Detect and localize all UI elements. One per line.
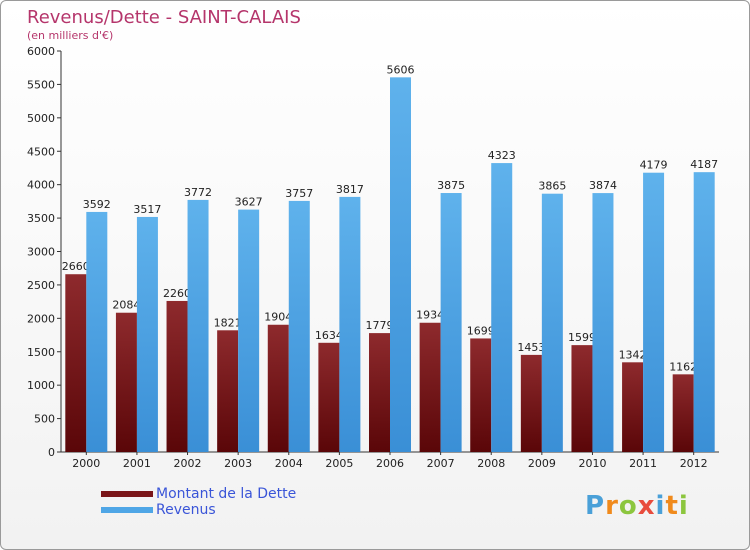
proxiti-logo: Proxiti xyxy=(585,491,689,521)
bar-debt xyxy=(571,345,593,452)
data-label-debt: 1342 xyxy=(619,348,647,361)
data-label-revenue: 3517 xyxy=(133,203,161,216)
logo-letter-3: x xyxy=(637,491,656,521)
bar-revenue xyxy=(693,172,715,453)
x-tick-label: 2007 xyxy=(427,457,455,470)
bar-revenue xyxy=(592,193,614,453)
data-label-debt: 1599 xyxy=(568,331,596,344)
y-tick-label: 1500 xyxy=(27,346,55,359)
bar-debt xyxy=(622,362,644,452)
bar-debt xyxy=(115,312,137,452)
data-label-revenue: 3874 xyxy=(589,179,617,192)
data-label-debt: 1162 xyxy=(669,360,697,373)
x-tick-label: 2006 xyxy=(376,457,404,470)
bar-debt xyxy=(672,374,694,452)
y-tick-label: 3500 xyxy=(27,212,55,225)
data-label-revenue: 5606 xyxy=(387,63,415,76)
bar-revenue xyxy=(187,199,209,452)
legend-label-debt: Montant de la Dette xyxy=(156,486,297,502)
logo-letter-6: i xyxy=(678,491,689,521)
y-tick-label: 4500 xyxy=(27,145,55,158)
y-tick-label: 5500 xyxy=(27,78,55,91)
bar-debt xyxy=(419,322,441,452)
logo-letter-1: r xyxy=(605,491,619,521)
logo-letter-0: P xyxy=(585,491,606,521)
x-tick-label: 2004 xyxy=(275,457,303,470)
data-label-debt: 2260 xyxy=(163,287,191,300)
logo-letter-4: i xyxy=(655,491,666,521)
data-label-debt: 1821 xyxy=(214,316,242,329)
x-tick-label: 2005 xyxy=(325,457,353,470)
data-label-revenue: 3817 xyxy=(336,183,364,196)
bar-revenue xyxy=(440,193,462,453)
bar-revenue xyxy=(238,209,260,452)
legend-swatch-debt xyxy=(101,491,153,497)
bar-revenue xyxy=(339,196,361,452)
bar-debt xyxy=(470,338,492,452)
data-label-debt: 1634 xyxy=(315,329,343,342)
bar-debt xyxy=(217,330,239,452)
x-tick-label: 2001 xyxy=(123,457,151,470)
bar-debt xyxy=(369,333,390,452)
bar-revenue xyxy=(86,211,108,452)
x-tick-label: 2010 xyxy=(578,457,606,470)
x-tick-label: 2002 xyxy=(174,457,202,470)
y-tick-label: 6000 xyxy=(27,45,55,58)
x-tick-label: 2008 xyxy=(477,457,505,470)
bar-revenue xyxy=(288,200,310,452)
y-tick-label: 0 xyxy=(48,446,55,459)
bar-debt xyxy=(166,300,188,452)
data-label-debt: 1904 xyxy=(264,311,292,324)
bar-revenue xyxy=(390,77,411,452)
bar-revenue xyxy=(643,172,665,453)
data-label-debt: 1779 xyxy=(366,319,394,332)
bar-revenue xyxy=(136,216,158,452)
data-label-revenue: 4187 xyxy=(690,158,718,171)
logo-letter-5: t xyxy=(665,491,679,521)
data-label-revenue: 3875 xyxy=(437,179,465,192)
chart-title: Revenus/Dette - SAINT-CALAIS xyxy=(27,7,301,28)
y-tick-label: 3000 xyxy=(27,246,55,259)
data-label-revenue: 3627 xyxy=(235,196,263,209)
legend-label-revenue: Revenus xyxy=(156,502,216,518)
legend-swatch-revenue xyxy=(101,507,153,513)
data-label-debt: 1453 xyxy=(517,341,545,354)
data-label-revenue: 3772 xyxy=(184,186,212,199)
data-label-revenue: 3757 xyxy=(285,187,313,200)
data-label-revenue: 3865 xyxy=(538,180,566,193)
bar-debt xyxy=(65,274,87,452)
x-tick-label: 2003 xyxy=(224,457,252,470)
x-tick-label: 2000 xyxy=(72,457,100,470)
y-tick-label: 500 xyxy=(34,413,55,426)
bar-revenue xyxy=(491,163,513,452)
bar-debt xyxy=(318,342,340,452)
data-label-debt: 2660 xyxy=(62,260,90,273)
y-tick-label: 2000 xyxy=(27,312,55,325)
bar-debt xyxy=(267,324,289,452)
y-tick-label: 2500 xyxy=(27,279,55,292)
data-label-debt: 1699 xyxy=(467,324,495,337)
data-label-debt: 2084 xyxy=(112,299,140,312)
data-label-revenue: 4179 xyxy=(640,159,668,172)
data-label-revenue: 4323 xyxy=(488,149,516,162)
y-tick-label: 1000 xyxy=(27,379,55,392)
x-tick-label: 2009 xyxy=(528,457,556,470)
bar-debt xyxy=(520,354,542,452)
y-tick-label: 5000 xyxy=(27,112,55,125)
x-tick-label: 2011 xyxy=(629,457,657,470)
logo-letter-2: o xyxy=(618,491,638,521)
data-label-revenue: 3592 xyxy=(83,198,111,211)
y-tick-label: 4000 xyxy=(27,179,55,192)
chart-subtitle: (en milliers d'€) xyxy=(27,29,114,42)
data-label-debt: 1934 xyxy=(416,309,444,322)
x-tick-label: 2012 xyxy=(680,457,708,470)
bar-revenue xyxy=(541,193,563,453)
